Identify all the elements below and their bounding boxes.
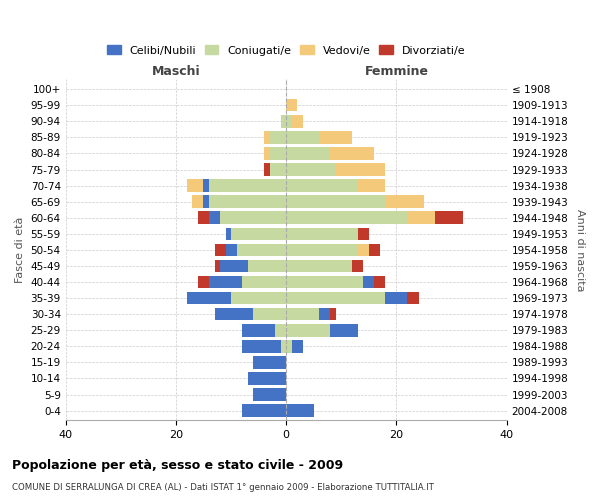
Bar xyxy=(231,228,286,240)
Bar xyxy=(374,276,385,288)
Bar xyxy=(286,292,385,304)
Legend: Celibi/Nubili, Coniugati/e, Vedovi/e, Divorziati/e: Celibi/Nubili, Coniugati/e, Vedovi/e, Di… xyxy=(103,40,469,60)
Y-axis label: Fasce di età: Fasce di età xyxy=(15,216,25,283)
Bar xyxy=(253,388,286,401)
Bar xyxy=(209,276,242,288)
Bar xyxy=(286,276,364,288)
Bar xyxy=(286,115,292,128)
Bar xyxy=(242,276,286,288)
Bar xyxy=(281,340,286,352)
Bar xyxy=(286,131,319,143)
Bar xyxy=(209,196,286,208)
Bar xyxy=(331,308,336,320)
Bar xyxy=(358,244,369,256)
Y-axis label: Anni di nascita: Anni di nascita xyxy=(575,208,585,291)
Bar xyxy=(292,340,303,352)
Bar xyxy=(198,212,209,224)
Bar xyxy=(253,356,286,368)
Bar xyxy=(253,308,286,320)
Bar xyxy=(286,260,352,272)
Bar xyxy=(275,324,286,336)
Bar xyxy=(269,131,286,143)
Bar xyxy=(248,260,286,272)
Bar xyxy=(226,244,236,256)
Bar xyxy=(193,196,203,208)
Bar xyxy=(203,196,209,208)
Bar xyxy=(319,308,331,320)
Bar xyxy=(358,180,385,192)
Bar xyxy=(385,292,407,304)
Bar xyxy=(209,212,220,224)
Bar xyxy=(269,147,286,160)
Bar xyxy=(286,147,331,160)
Bar xyxy=(236,244,286,256)
Bar xyxy=(187,180,203,192)
Bar xyxy=(269,163,286,176)
Bar xyxy=(369,244,380,256)
Bar xyxy=(407,292,419,304)
Bar xyxy=(248,372,286,385)
Bar xyxy=(242,340,281,352)
Bar xyxy=(286,340,292,352)
Bar xyxy=(385,196,424,208)
Bar xyxy=(286,99,297,112)
Text: COMUNE DI SERRALUNGA DI CREA (AL) - Dati ISTAT 1° gennaio 2009 - Elaborazione TU: COMUNE DI SERRALUNGA DI CREA (AL) - Dati… xyxy=(12,484,434,492)
Bar xyxy=(242,404,286,417)
Bar xyxy=(319,131,352,143)
Bar xyxy=(264,163,269,176)
Text: Popolazione per età, sesso e stato civile - 2009: Popolazione per età, sesso e stato civil… xyxy=(12,460,343,472)
Bar xyxy=(215,244,226,256)
Bar xyxy=(215,308,253,320)
Bar xyxy=(209,180,286,192)
Bar xyxy=(286,212,407,224)
Bar xyxy=(226,228,231,240)
Bar xyxy=(407,212,435,224)
Bar xyxy=(435,212,463,224)
Text: Maschi: Maschi xyxy=(152,65,200,78)
Bar xyxy=(286,228,358,240)
Bar xyxy=(264,131,269,143)
Bar xyxy=(286,180,358,192)
Bar xyxy=(198,276,209,288)
Bar xyxy=(364,276,374,288)
Bar xyxy=(281,115,286,128)
Bar xyxy=(286,404,314,417)
Bar xyxy=(286,244,358,256)
Bar xyxy=(336,163,385,176)
Bar xyxy=(242,324,275,336)
Bar xyxy=(331,147,374,160)
Bar xyxy=(286,324,331,336)
Bar xyxy=(286,308,319,320)
Bar xyxy=(358,228,369,240)
Bar xyxy=(220,212,286,224)
Bar xyxy=(187,292,231,304)
Bar xyxy=(231,292,286,304)
Bar xyxy=(331,324,358,336)
Bar xyxy=(352,260,364,272)
Bar xyxy=(286,163,336,176)
Bar xyxy=(203,180,209,192)
Bar xyxy=(215,260,220,272)
Bar xyxy=(292,115,303,128)
Text: Femmine: Femmine xyxy=(364,65,428,78)
Bar xyxy=(220,260,248,272)
Bar xyxy=(264,147,269,160)
Bar xyxy=(286,196,385,208)
